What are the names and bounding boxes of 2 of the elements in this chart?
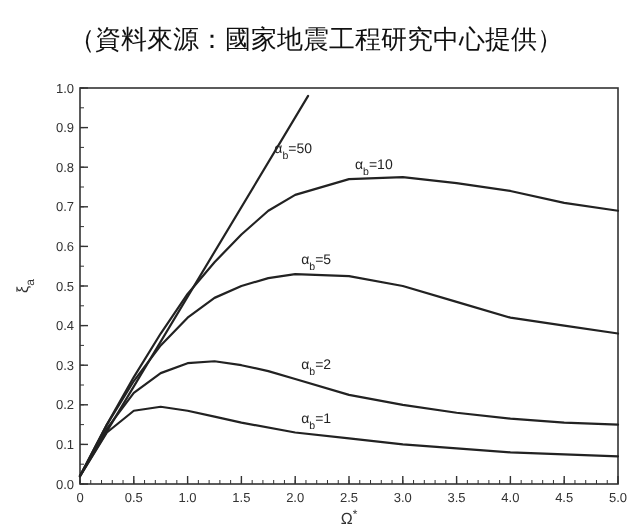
text: （資料來源：國家地震工程研究中心提供） (69, 24, 563, 54)
x-axis-title: Ω$^{*}$ (340, 508, 359, 528)
